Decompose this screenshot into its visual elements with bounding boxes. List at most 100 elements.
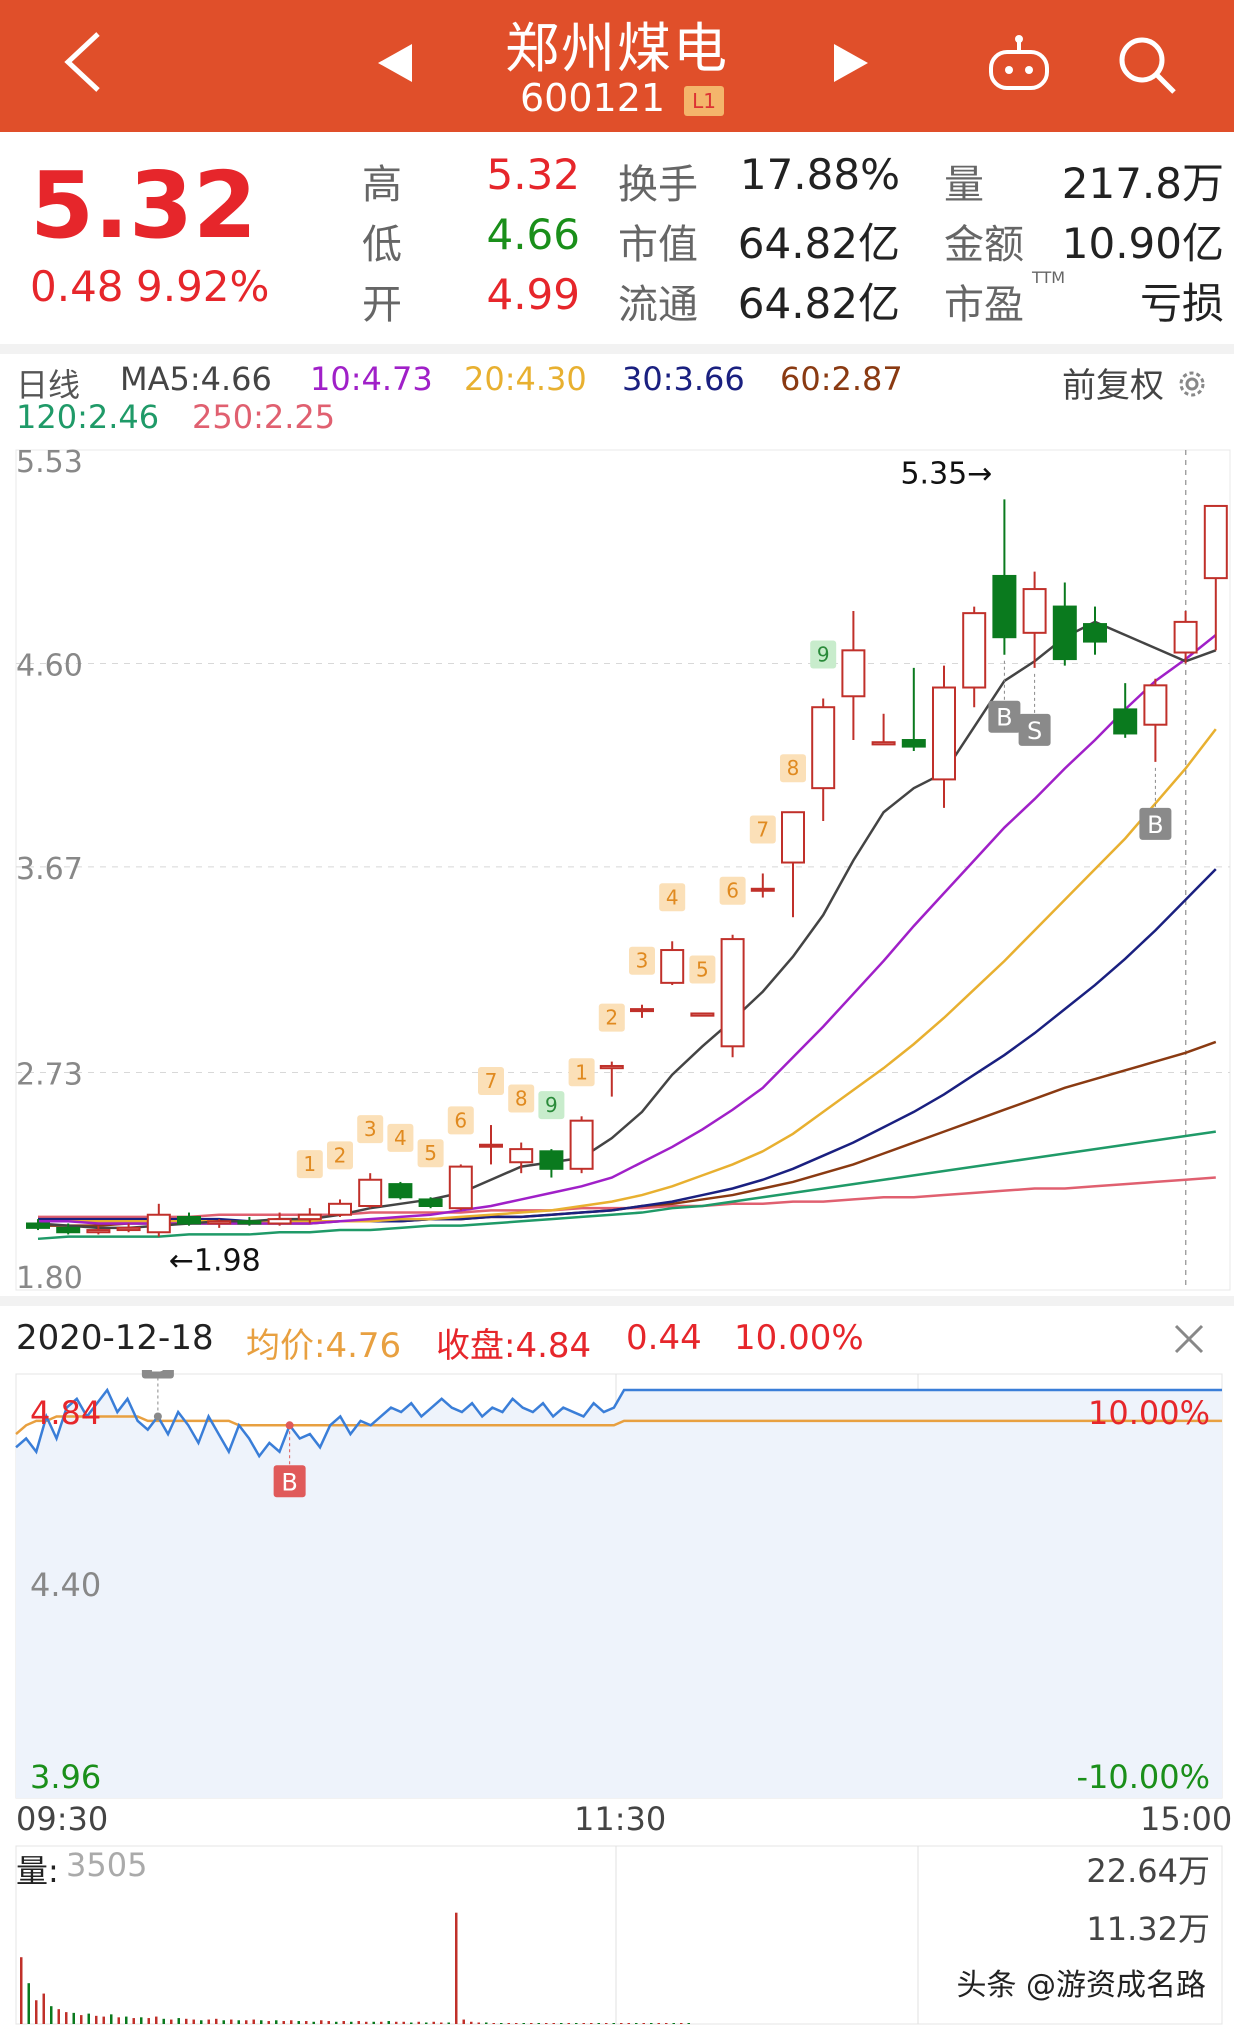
volume-bar bbox=[185, 2018, 188, 2024]
sequence-count-label: 1 bbox=[303, 1152, 316, 1176]
volume-bar bbox=[357, 2021, 360, 2024]
volume-bar bbox=[20, 1957, 23, 2024]
gear-icon[interactable] bbox=[1175, 367, 1209, 401]
volume-bar bbox=[260, 2020, 263, 2024]
y-tick-label: 1.80 bbox=[16, 1261, 83, 1296]
sequence-count-label: 4 bbox=[666, 885, 679, 909]
volume-bar bbox=[65, 2012, 68, 2024]
robot-icon[interactable] bbox=[986, 34, 1052, 94]
ma5-label: MA5:4.66 bbox=[120, 360, 272, 398]
volume-bar bbox=[290, 2020, 293, 2024]
mktcap-label: 市值 bbox=[618, 222, 698, 268]
turnover-value: 17.88% bbox=[739, 150, 900, 199]
sequence-count-badge bbox=[327, 1141, 353, 1170]
volume-bar bbox=[335, 2021, 338, 2024]
current-price: 5.32 bbox=[30, 152, 257, 259]
volume-bar bbox=[275, 2020, 278, 2024]
volume-bar bbox=[200, 2020, 203, 2024]
sequence-count-label: 7 bbox=[485, 1069, 498, 1093]
volume-bar bbox=[95, 2015, 98, 2024]
volume-bar bbox=[500, 2023, 503, 2024]
high-value: 5.32 bbox=[486, 150, 580, 199]
ma120-line bbox=[37, 1130, 1216, 1241]
candle-body bbox=[841, 649, 866, 698]
volume-bar bbox=[687, 2023, 690, 2024]
sequence-count-badge bbox=[447, 1106, 474, 1135]
search-icon[interactable] bbox=[1116, 34, 1178, 96]
prev-stock-icon[interactable] bbox=[378, 44, 412, 82]
mktcap-value: 64.82亿 bbox=[737, 219, 900, 268]
signal-label: B bbox=[150, 1370, 166, 1377]
candle-body bbox=[962, 612, 987, 689]
candle-body bbox=[146, 1213, 171, 1234]
candle-body bbox=[630, 1008, 654, 1013]
candle-body bbox=[871, 741, 896, 746]
max-price-marker: 5.35→ bbox=[900, 456, 992, 491]
sequence-count-label: 8 bbox=[787, 756, 800, 780]
intraday-close-label: 收盘:4.84 bbox=[436, 1326, 592, 1366]
ma10-label: 10:4.73 bbox=[310, 360, 433, 398]
volume-bar bbox=[282, 2021, 285, 2024]
volume-bar bbox=[432, 2021, 435, 2024]
volume-bar bbox=[297, 2021, 300, 2024]
volume-bar bbox=[372, 2021, 375, 2024]
volume-label: 量 bbox=[944, 162, 984, 208]
intraday-avg-label: 均价:4.76 bbox=[246, 1326, 402, 1366]
ma5-line bbox=[37, 620, 1217, 1230]
sequence-count-badge bbox=[810, 640, 837, 669]
volume-bar bbox=[380, 2021, 383, 2024]
volume-bar bbox=[35, 2000, 38, 2024]
high-label: 高 bbox=[362, 162, 402, 208]
volume-bar bbox=[170, 2019, 173, 2024]
volume-bar bbox=[312, 2021, 315, 2024]
pe-ttm-sup: TTM bbox=[1032, 268, 1066, 287]
open-value: 4.99 bbox=[486, 270, 580, 319]
y-left-low: 3.96 bbox=[30, 1758, 101, 1796]
period-label[interactable]: 日线 bbox=[16, 366, 81, 404]
sequence-count-badge bbox=[598, 1003, 625, 1032]
volume-bar bbox=[342, 2021, 345, 2024]
stock-name: 郑州煤电 bbox=[505, 17, 729, 80]
candle-body bbox=[1173, 620, 1198, 654]
sequence-count-label: 6 bbox=[726, 879, 739, 903]
candle-body bbox=[177, 1215, 201, 1225]
sequence-count-badge bbox=[689, 955, 716, 984]
float-label: 流通 bbox=[618, 282, 698, 328]
ma10-line bbox=[38, 634, 1217, 1225]
sequence-count-badge bbox=[719, 876, 746, 905]
volume-bar bbox=[410, 2022, 413, 2024]
candle-body bbox=[932, 686, 956, 781]
close-icon[interactable] bbox=[1172, 1322, 1206, 1356]
volume-bar bbox=[320, 2020, 323, 2024]
volume-bar bbox=[132, 2018, 135, 2024]
volume-bar bbox=[140, 2017, 143, 2024]
volume-bar bbox=[57, 2009, 60, 2024]
volume-label: 量: bbox=[16, 1852, 59, 1890]
volume-bar bbox=[680, 2023, 683, 2024]
volume-bar bbox=[575, 2023, 578, 2024]
volume-bar bbox=[80, 2015, 83, 2024]
signal-badge bbox=[1018, 713, 1051, 746]
y-left-mid: 4.40 bbox=[30, 1566, 101, 1604]
volume-bar bbox=[222, 2020, 225, 2024]
volume-bar bbox=[657, 2023, 660, 2024]
low-value: 4.66 bbox=[486, 210, 580, 259]
amount-label: 金额 bbox=[944, 222, 1024, 268]
sequence-count-badge bbox=[659, 883, 686, 912]
volume-bar bbox=[267, 2021, 270, 2024]
sequence-count-label: 9 bbox=[545, 1093, 558, 1117]
adjust-restore-button[interactable]: 前复权 bbox=[1062, 358, 1209, 407]
signal-badge bbox=[1139, 807, 1172, 840]
volume-bar bbox=[590, 2023, 593, 2024]
candle-body bbox=[328, 1202, 352, 1216]
volume-chart[interactable] bbox=[0, 1844, 1234, 2025]
intraday-chart[interactable]: 4.84 4.40 3.96 10.00% -10.00% B B bbox=[0, 1370, 1234, 1800]
intraday-change: 0.44 bbox=[626, 1318, 702, 1358]
y-tick-label: 2.73 bbox=[16, 1058, 83, 1093]
candle-body bbox=[690, 1012, 715, 1017]
volume-bar bbox=[192, 2019, 195, 2024]
candle-body bbox=[297, 1213, 322, 1221]
next-stock-icon[interactable] bbox=[834, 44, 868, 82]
back-arrow-icon[interactable] bbox=[60, 30, 104, 94]
